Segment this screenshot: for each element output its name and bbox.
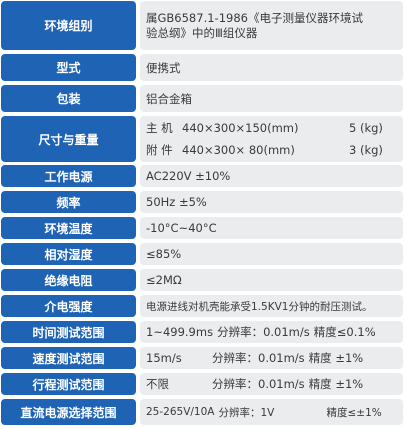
row-speed-range: 速度测试范围 15m/s 分辨率：0.01m/s 精度 ±1% — [1, 347, 403, 369]
row-value: -10°C~40°C — [140, 217, 403, 239]
weight-line-accessory: 附 件 440×300× 80(mm) 3 (kg) — [146, 139, 397, 161]
weight-dims: 440×300×150(mm) — [182, 121, 299, 135]
row-label: 相对湿度 — [1, 243, 136, 265]
range-value: 25-265V/10A — [146, 406, 215, 418]
row-stroke-range: 行程测试范围 不限 分辨率：0.01m/s 精度 ±1% — [1, 373, 403, 395]
row-value: 铝合金箱 — [140, 85, 403, 112]
weight-line-main: 主 机 440×300×150(mm) 5 (kg) — [146, 117, 397, 139]
row-frequency: 频率 50Hz ±5% — [1, 191, 403, 213]
weight-name: 主 机 — [146, 121, 173, 135]
weight-value: 5 (kg) — [349, 121, 383, 135]
weight-dims: 440×300× 80(mm) — [182, 143, 295, 157]
row-label: 介电强度 — [1, 295, 136, 317]
row-time-range: 时间测试范围 1~499.9ms 分辨率：0.01m/s 精度≤0.1% — [1, 321, 403, 343]
accuracy: 精度 ±1% — [308, 377, 364, 391]
row-label: 包装 — [1, 85, 136, 112]
row-value: 主 机 440×300×150(mm) 5 (kg) 附 件 440×300× … — [140, 116, 403, 162]
row-type: 型式 便携式 — [1, 54, 403, 81]
value-line: 属GB6587.1-1986《电子测量仪器环境试 — [146, 10, 363, 25]
accuracy: 精度 ±1% — [308, 351, 364, 365]
accuracy: 精度≤±1% — [326, 406, 382, 419]
row-dc-power-range: 直流电源选择范围 25-265V/10A 分辨率：1V 精度≤±1% — [1, 399, 403, 425]
row-environment-group: 环境组别 属GB6587.1-1986《电子测量仪器环境试 验总纲》中的Ⅲ组仪器 — [1, 1, 403, 50]
row-ambient-temperature: 环境温度 -10°C~40°C — [1, 217, 403, 239]
weight-value: 3 (kg) — [349, 143, 383, 157]
row-power-supply: 工作电源 AC220V ±10% — [1, 165, 403, 187]
row-value: 1~499.9ms 分辨率：0.01m/s 精度≤0.1% — [140, 321, 403, 343]
row-value: AC220V ±10% — [140, 165, 403, 187]
weight-name: 附 件 — [146, 143, 173, 157]
row-label: 时间测试范围 — [1, 321, 136, 343]
row-value: 属GB6587.1-1986《电子测量仪器环境试 验总纲》中的Ⅲ组仪器 — [140, 1, 403, 50]
value-line: 验总纲》中的Ⅲ组仪器 — [146, 25, 258, 40]
resolution: 分辨率：0.01m/s — [212, 351, 305, 365]
row-value: 电源进线对机壳能承受1.5KV1分钟的耐压测试。 — [140, 295, 403, 317]
row-label: 行程测试范围 — [1, 373, 136, 395]
row-packaging: 包装 铝合金箱 — [1, 85, 403, 112]
row-label: 绝缘电阻 — [1, 269, 136, 291]
row-label: 频率 — [1, 191, 136, 213]
range-value: 不限 — [146, 377, 169, 391]
range-value: 15m/s — [146, 351, 182, 365]
row-value: 便携式 — [140, 54, 403, 81]
row-relative-humidity: 相对湿度 ≤85% — [1, 243, 403, 265]
row-label: 工作电源 — [1, 165, 136, 187]
resolution: 分辨率：1V — [218, 406, 275, 419]
row-label: 环境组别 — [1, 1, 136, 50]
row-size-weight: 尺寸与重量 主 机 440×300×150(mm) 5 (kg) 附 件 440… — [1, 116, 403, 162]
row-label: 型式 — [1, 54, 136, 81]
row-label: 直流电源选择范围 — [1, 399, 136, 425]
resolution: 分辨率：0.01m/s — [217, 325, 310, 339]
row-dielectric-strength: 介电强度 电源进线对机壳能承受1.5KV1分钟的耐压测试。 — [1, 295, 403, 317]
row-value: 50Hz ±5% — [140, 191, 403, 213]
row-value: 25-265V/10A 分辨率：1V 精度≤±1% — [140, 399, 403, 425]
resolution: 分辨率：0.01m/s — [212, 377, 305, 391]
row-label: 速度测试范围 — [1, 347, 136, 369]
row-label: 环境温度 — [1, 217, 136, 239]
row-value: 不限 分辨率：0.01m/s 精度 ±1% — [140, 373, 403, 395]
row-value: ≤85% — [140, 243, 403, 265]
range-value: 1~499.9ms — [146, 325, 214, 339]
row-value: ≤2MΩ — [140, 269, 403, 291]
row-label: 尺寸与重量 — [1, 116, 136, 162]
accuracy: 精度≤0.1% — [313, 325, 376, 339]
row-insulation-resistance: 绝缘电阻 ≤2MΩ — [1, 269, 403, 291]
row-value: 15m/s 分辨率：0.01m/s 精度 ±1% — [140, 347, 403, 369]
